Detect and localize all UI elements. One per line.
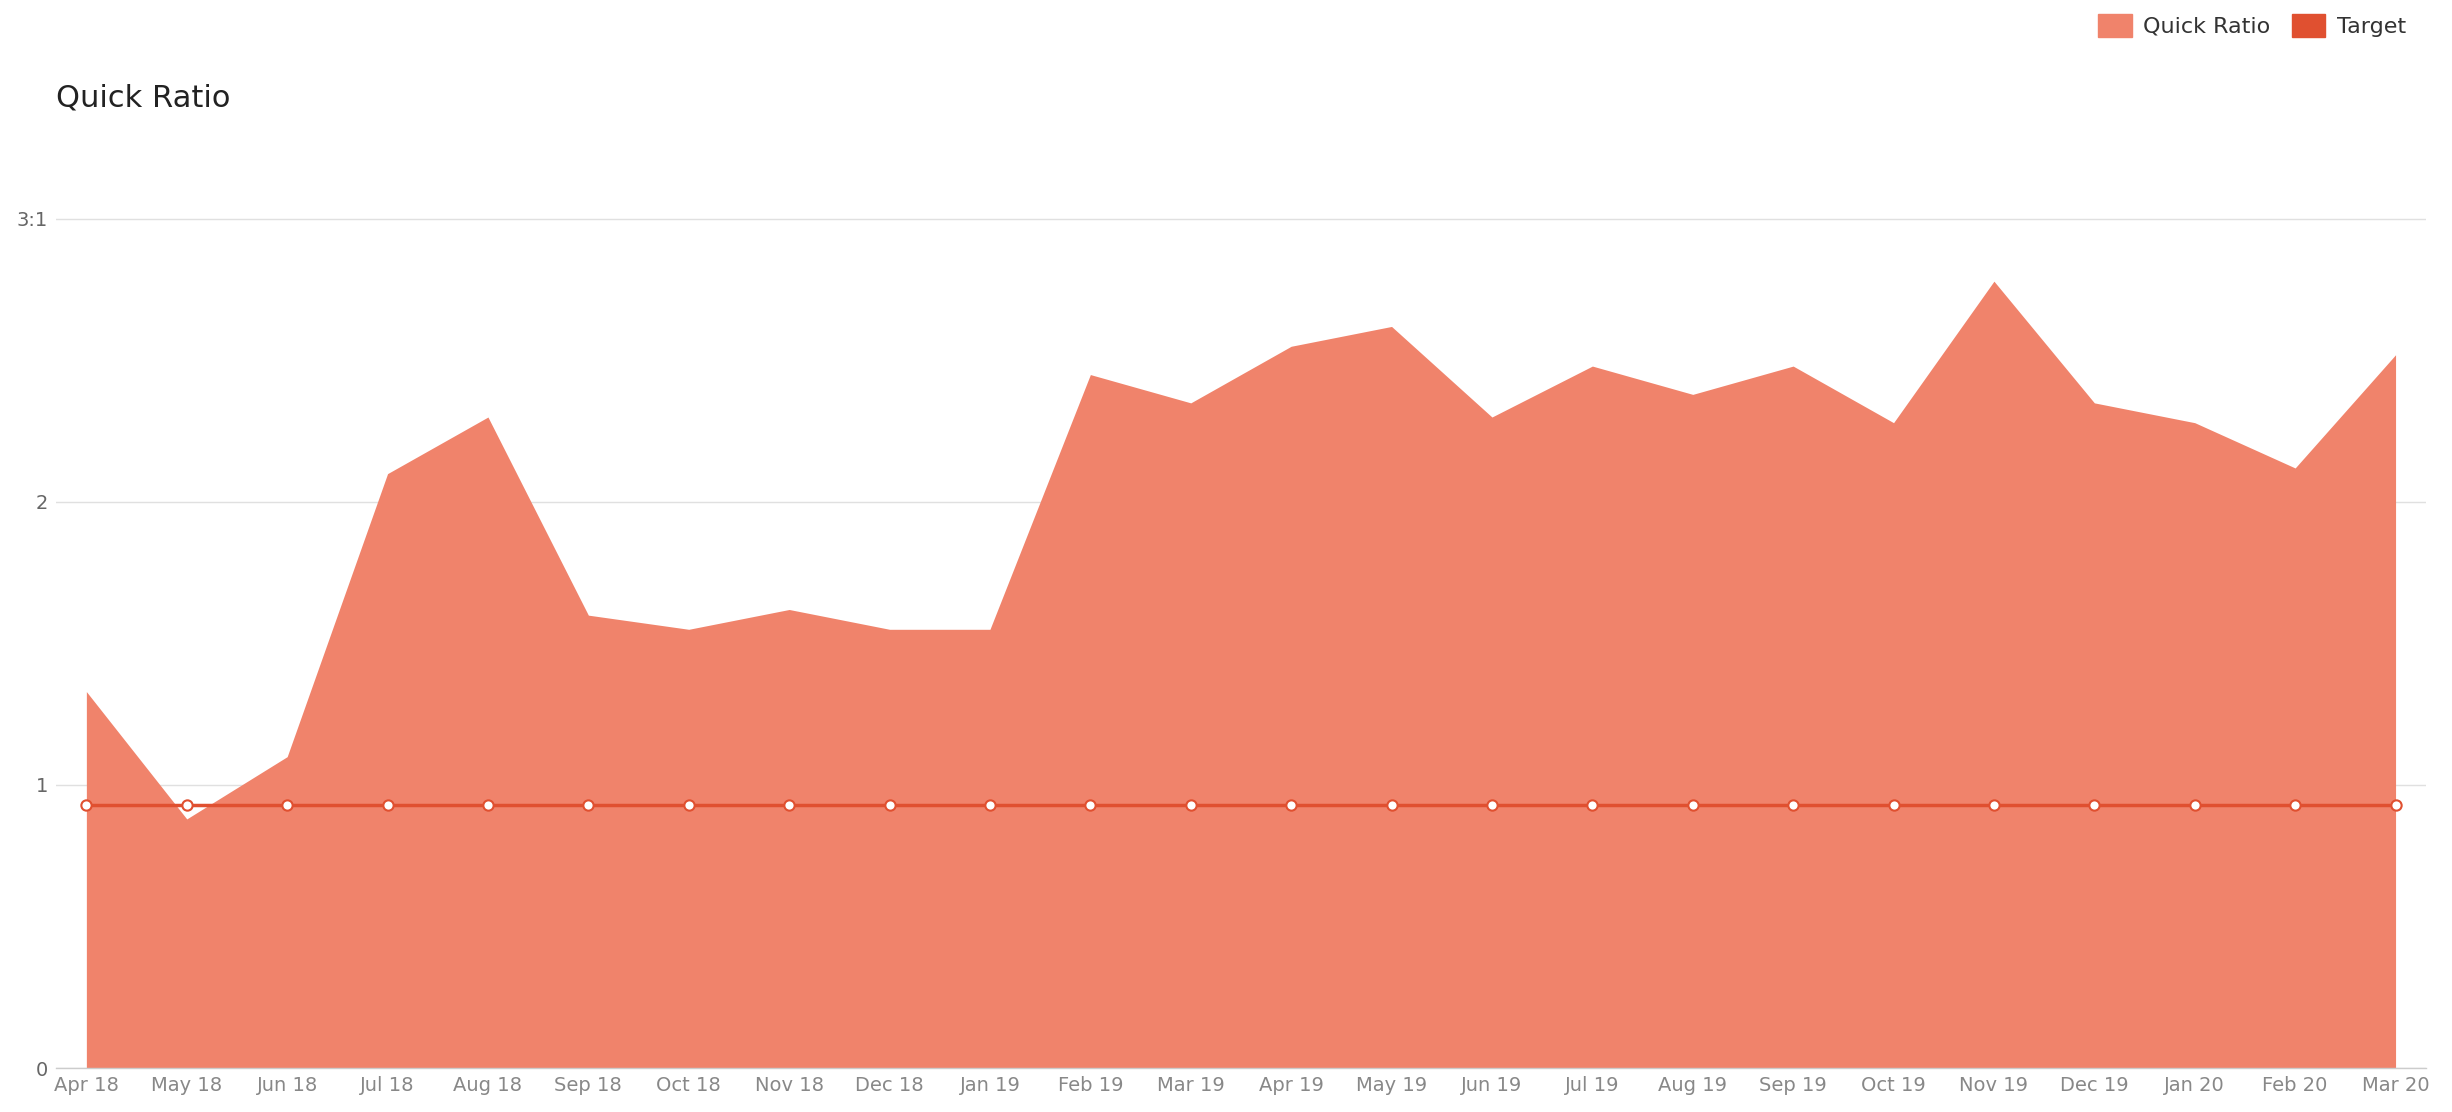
Point: [368, 796, 407, 814]
Legend: Quick Ratio, Target: Quick Ratio, Target: [2089, 4, 2415, 46]
Point: [1373, 796, 1412, 814]
Text: Quick Ratio: Quick Ratio: [56, 83, 230, 112]
Point: [66, 796, 105, 814]
Point: [1773, 796, 1812, 814]
Point: [770, 796, 809, 814]
Point: [2376, 796, 2415, 814]
Point: [1172, 796, 1211, 814]
Point: [1672, 796, 1711, 814]
Point: [468, 796, 508, 814]
Point: [1273, 796, 1312, 814]
Point: [2175, 796, 2214, 814]
Point: [971, 796, 1010, 814]
Point: [569, 796, 608, 814]
Point: [1572, 796, 1611, 814]
Point: [1471, 796, 1510, 814]
Point: [1974, 796, 2013, 814]
Point: [1072, 796, 1111, 814]
Point: [167, 796, 206, 814]
Point: [669, 796, 709, 814]
Point: [2275, 796, 2315, 814]
Point: [870, 796, 910, 814]
Point: [1873, 796, 1913, 814]
Point: [267, 796, 306, 814]
Point: [2074, 796, 2114, 814]
